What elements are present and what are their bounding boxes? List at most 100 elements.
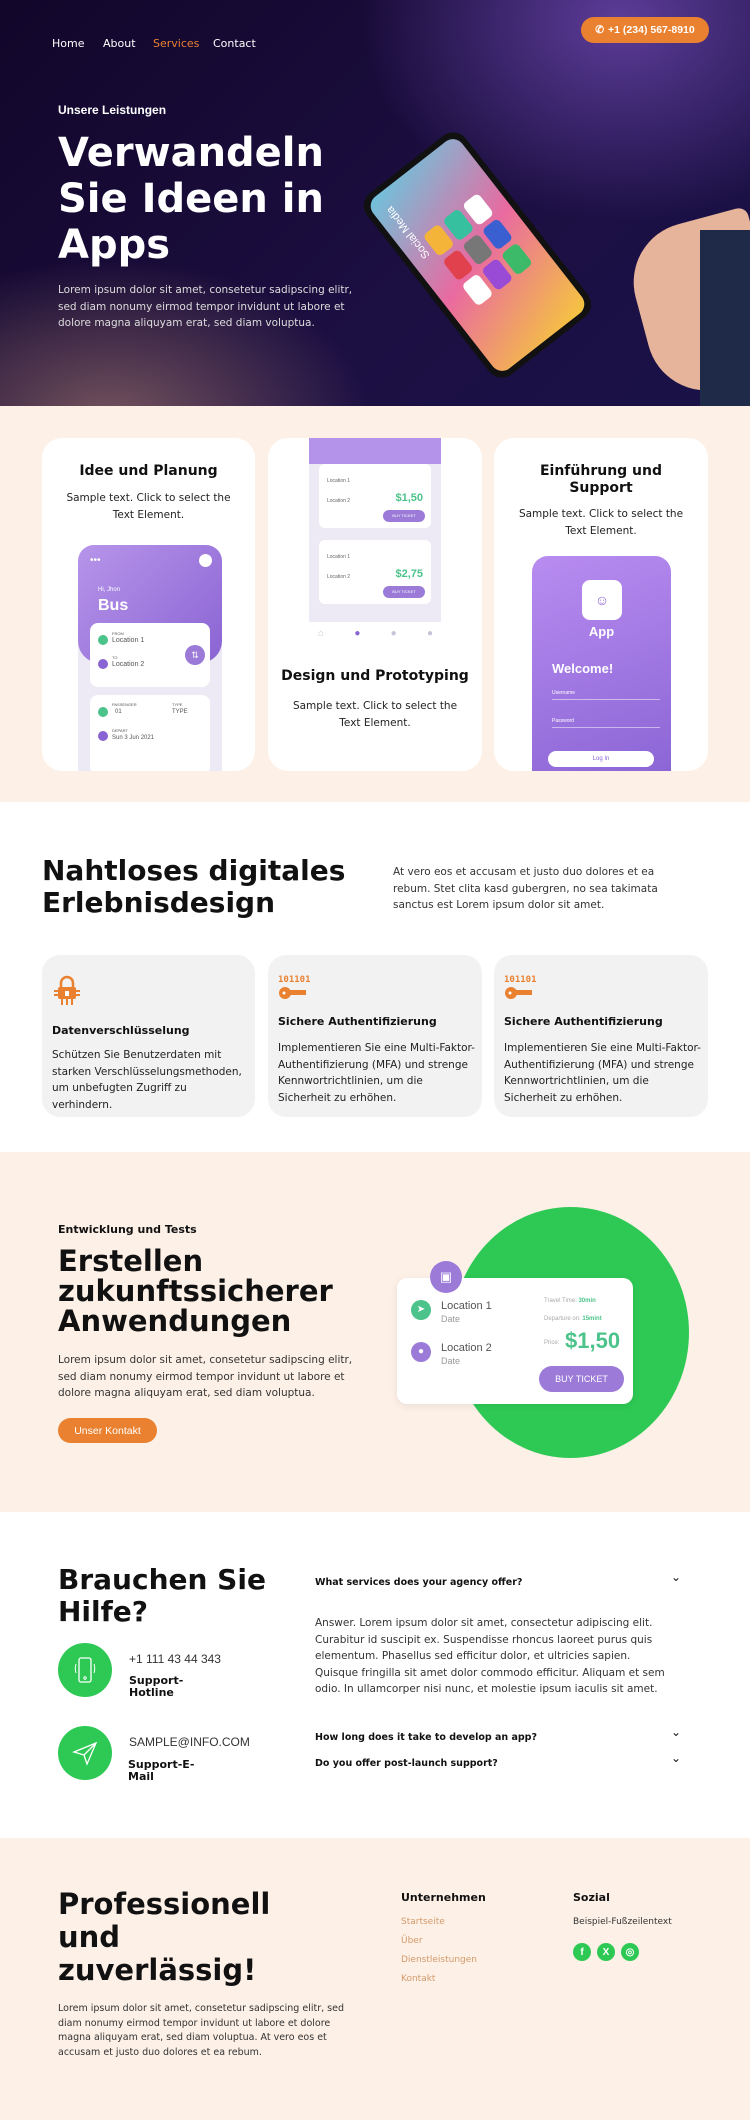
label-line: Support-E- [128,1758,195,1771]
faq-question[interactable]: What services does your agency offer? [315,1577,523,1588]
steps-section: Idee und Planung Sample text. Click to s… [0,406,750,802]
label: Departure on: [544,1316,581,1322]
lock-circuit-icon [54,975,80,1005]
footer-link-kontakt[interactable]: Kontakt [401,1974,436,1984]
travel-time: Travel Time: 30min [544,1298,596,1304]
clock-icon: ● [390,628,397,639]
instagram-icon[interactable]: ◎ [621,1943,639,1961]
buy-ticket-button[interactable]: BUY TICKET [383,586,425,598]
footer-text: Lorem ipsum dolor sit amet, consetetur s… [58,2003,344,2059]
price: $2,75 [395,568,423,580]
loc-text: Location 2 [327,498,351,504]
footer-heading: Sozial [573,1891,610,1904]
feature-card: 101101 Sichere Authentifizierung Impleme… [494,955,708,1117]
calendar-icon [98,731,108,741]
chevron-down-icon[interactable]: ⌄ [670,1570,681,1584]
contact-button[interactable]: Unser Kontakt [58,1418,157,1443]
step-card: Location 1 Location 2 $1,50 BUY TICKET L… [268,438,482,771]
footer-social-text: Beispiel-Fußzeilentext [573,1917,672,1927]
faq-item[interactable]: Do you offer post-launch support? ⌄ [315,1751,681,1771]
section-title: Brauchen Sie Hilfe? [58,1564,266,1628]
faq-answer: Answer. Lorem ipsum dolor sit amet, cons… [315,1617,665,1695]
value: 15mint [582,1316,602,1322]
section-text: At vero eos et accusam et justo duo dolo… [393,866,658,911]
value: 30min [578,1298,596,1304]
feature-card: Datenverschlüsselung Schützen Sie Benutz… [42,955,255,1117]
x-icon[interactable]: X [597,1943,615,1961]
ticket-card: ➤ Location 1 Date ● Location 2 Date Trav… [397,1278,633,1404]
user-icon: ● [426,628,433,639]
help-section: Brauchen Sie Hilfe? +1 111 43 44 343 Sup… [0,1512,750,1838]
development-section: Entwicklung und Tests Erstellen zukunfts… [0,1152,750,1512]
faq-question[interactable]: How long does it take to develop an app? [315,1732,537,1743]
nav-contact[interactable]: Contact [213,37,256,50]
nav-about[interactable]: About [103,37,136,50]
binary-key-icon: 101101 [278,975,310,999]
buy-ticket-button[interactable]: BUY TICKET [383,510,425,522]
faq-item[interactable]: How long does it take to develop an app?… [315,1725,681,1745]
app-grid [422,192,534,307]
menu-dots-icon: ••• [90,555,101,566]
footer-heading: Unternehmen [401,1891,486,1904]
footer-link-startseite[interactable]: Startseite [401,1917,445,1927]
faq-question[interactable]: Do you offer post-launch support? [315,1758,498,1769]
phone-icon [58,1643,112,1697]
welcome-text: Welcome! [552,661,614,676]
navigation-icon [98,635,108,645]
label-line: Support- [129,1674,184,1687]
loc-text: Location 1 [327,478,351,484]
label-line: Mail [128,1770,154,1783]
step-text: Sample text. Click to select the Text El… [292,700,458,729]
feature-text: Implementieren Sie eine Multi-Faktor-Aut… [278,1042,475,1104]
hero-title-line: Verwandeln [58,130,324,176]
phone-button[interactable]: ✆ +1 (234) 567-8910 [581,17,709,43]
mock-tabbar: ⌂ ● ● ● [318,628,433,639]
login-app-mockup: ☺ App Welcome! Username Password Log In [532,556,671,771]
step-card: Einführung und Support Sample text. Clic… [494,438,708,771]
ticket-list-mockup: Location 1 Location 2 $1,50 BUY TICKET L… [309,438,441,622]
feature-text: Schützen Sie Benutzerdaten mit starken V… [52,1049,242,1111]
hero-kicker: Unsere Leistungen [58,103,167,117]
feature-text: Implementieren Sie eine Multi-Faktor-Aut… [504,1042,701,1104]
nav-home[interactable]: Home [52,37,85,50]
chevron-down-icon[interactable]: ⌄ [670,1725,681,1739]
label: TO [112,655,118,660]
footer-link-dienstleistungen[interactable]: Dienstleistungen [401,1955,478,1965]
ticket-card: Location 1 Location 2 $1,50 BUY TICKET [319,464,431,528]
step-title: Design und Prototyping [281,668,469,684]
section-title: Nahtloses digitales Erlebnisdesign [42,855,345,919]
footer-link-ueber[interactable]: Über [401,1936,423,1946]
loc-text: Location 1 [327,554,351,560]
trip-card: PASSENGER 01 TYPE TYPE DEPART Sun 3 Jun … [90,695,210,771]
label: PASSENGER [112,702,137,707]
feature-title: Datenverschlüsselung [52,1024,190,1037]
username-field[interactable]: Username [552,690,660,700]
faq-item[interactable]: What services does your agency offer? ⌄ [315,1570,681,1590]
title-line: Professionell [58,1887,271,1921]
buy-ticket-button[interactable]: BUY TICKET [539,1366,624,1392]
mock-greeting: Hi, Jhon [98,587,121,593]
login-button[interactable]: Log In [548,751,654,767]
facebook-icon[interactable]: f [573,1943,591,1961]
experience-section: Nahtloses digitales Erlebnisdesign At ve… [0,802,750,1152]
to-value: Location 2 [112,661,145,668]
profile-icon [199,554,212,567]
mock-title: Bus [98,597,129,614]
date: Date [441,1314,461,1324]
svg-text:101101: 101101 [278,975,310,985]
label: Travel Time: [544,1298,577,1304]
app-logo-icon: ☺ [582,580,622,620]
navigation-icon: ➤ [411,1300,431,1320]
location-pin-icon: ● [411,1342,431,1362]
nav-services[interactable]: Services [153,37,200,50]
email-address[interactable]: SAMPLE@INFO.COM [129,1735,250,1749]
chevron-down-icon[interactable]: ⌄ [670,1751,681,1765]
app-name: App [588,624,615,639]
phone-number[interactable]: +1 111 43 44 343 [129,1652,221,1666]
title-line: Erstellen [58,1244,204,1278]
password-field[interactable]: Password [552,718,660,728]
social-icons: f X ◎ [573,1943,639,1961]
footer-title: Professionell und zuverlässig! [58,1888,270,1987]
binary-key-icon: 101101 [504,975,536,999]
feature-title: Sichere Authentifizierung [504,1015,663,1028]
